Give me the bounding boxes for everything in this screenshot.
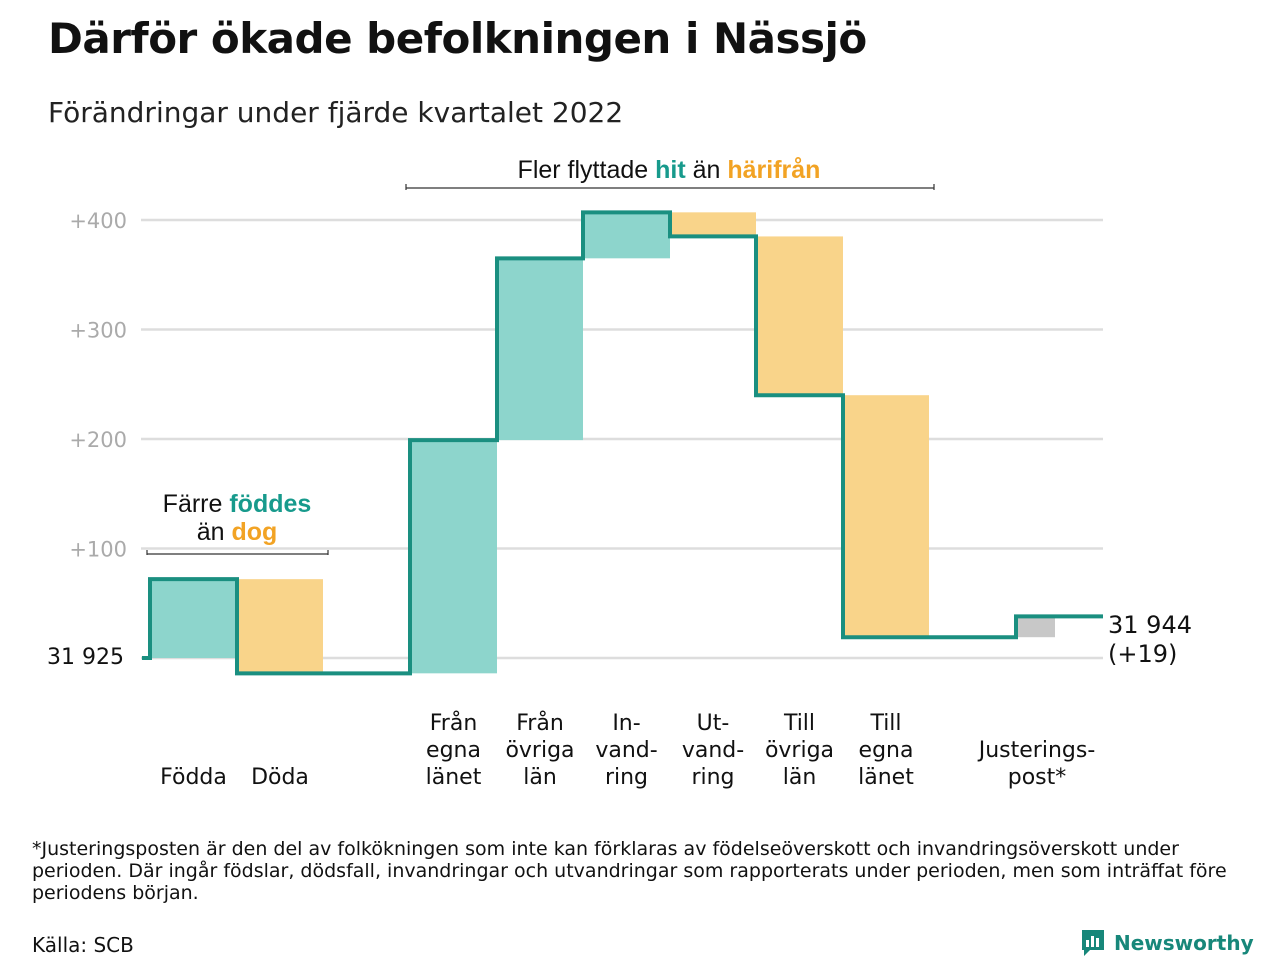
y-tick-label: +200 xyxy=(69,428,127,452)
source: Källa: SCB xyxy=(32,933,134,957)
waterfall-bar xyxy=(150,579,237,658)
end-value-label: 31 944 xyxy=(1108,611,1192,639)
category-label-line: län xyxy=(783,765,817,790)
category-label-line: ring xyxy=(691,765,734,790)
waterfall-bar xyxy=(756,236,843,396)
category-label: Till övriga län xyxy=(765,711,834,790)
y-tick-label: +100 xyxy=(69,538,127,562)
page-title: Därför ökade befolkningen i Nässjö xyxy=(48,14,867,63)
category-label: Till egna länet xyxy=(858,711,914,790)
births-deaths-highlight: föddes xyxy=(229,490,311,518)
migration-bracket xyxy=(405,184,935,190)
svg-text:Färre föddes: Färre föddes xyxy=(163,490,312,518)
category-label-line: länet xyxy=(858,765,914,790)
category-label-line: vand- xyxy=(595,738,657,763)
bar-layer xyxy=(150,212,1055,674)
category-label-line: län xyxy=(523,765,557,790)
category-label: Justerings-post* xyxy=(977,738,1096,790)
migration-hit: hit xyxy=(655,156,686,184)
migration-harifran: härifrån xyxy=(727,156,820,184)
category-label: Från egna länet xyxy=(426,710,482,790)
category-label: Döda xyxy=(251,765,309,790)
births-deaths-annotation: Färre föddes än dog xyxy=(146,490,329,555)
cumulative-step-line xyxy=(142,210,1103,676)
category-label-line: övriga xyxy=(765,738,834,763)
category-label-line: post* xyxy=(1008,765,1067,790)
end-change-label: (+19) xyxy=(1108,640,1177,668)
category-label-line: vand- xyxy=(682,738,744,763)
migration-middle: än xyxy=(686,156,728,184)
bar-chart-speech-icon xyxy=(1082,930,1104,956)
category-label-line: Döda xyxy=(251,765,309,790)
migration-annotation: Fler flyttade hit än härifrån xyxy=(405,156,935,190)
brand-logo[interactable]: Newsworthy xyxy=(1080,928,1254,958)
y-tick-label: +400 xyxy=(69,209,127,233)
waterfall-bar xyxy=(237,579,323,674)
births-deaths-line2-highlight: dog xyxy=(231,518,277,546)
category-label-line: Ut- xyxy=(697,711,730,736)
category-label: In-vand-ring xyxy=(595,711,657,790)
category-label-line: ring xyxy=(605,765,648,790)
births-deaths-line2-prefix: än xyxy=(197,518,232,546)
svg-text:än dog: än dog xyxy=(197,518,278,546)
category-label: Från övriga län xyxy=(505,710,574,790)
category-label-line: egna xyxy=(426,738,481,763)
category-label-line: Till xyxy=(783,711,815,736)
category-label: Födda xyxy=(160,765,227,790)
births-deaths-bracket xyxy=(146,550,329,555)
category-label-line: In- xyxy=(612,711,640,736)
page-subtitle: Förändringar under fjärde kvartalet 2022 xyxy=(48,96,624,129)
waterfall-bar xyxy=(843,395,929,638)
category-label-line: Födda xyxy=(160,765,227,790)
births-deaths-prefix: Färre xyxy=(163,490,230,518)
migration-prefix: Fler flyttade xyxy=(518,156,656,184)
category-label-line: Justerings- xyxy=(977,738,1096,763)
y-tick-label: +300 xyxy=(69,319,127,343)
category-label-line: Från xyxy=(430,710,478,736)
waterfall-bar xyxy=(1016,616,1055,638)
waterfall-bar xyxy=(497,258,583,441)
brand-name: Newsworthy xyxy=(1114,931,1254,955)
line-layer xyxy=(142,210,1103,676)
start-value-label: 31 925 xyxy=(47,645,124,670)
category-label-line: egna xyxy=(859,738,914,763)
category-label: Ut-vand-ring xyxy=(682,711,744,790)
category-label-line: Från xyxy=(516,710,564,736)
waterfall-bar xyxy=(670,212,756,237)
category-label-line: Till xyxy=(869,711,901,736)
category-label-line: övriga xyxy=(505,738,574,763)
svg-text:Fler flyttade hit än härifrån: Fler flyttade hit än härifrån xyxy=(518,156,821,184)
footnote: *Justeringsposten är den del av folkökni… xyxy=(32,838,1227,904)
category-label-line: länet xyxy=(426,765,482,790)
waterfall-bar xyxy=(583,212,670,259)
waterfall-bar xyxy=(410,440,497,674)
